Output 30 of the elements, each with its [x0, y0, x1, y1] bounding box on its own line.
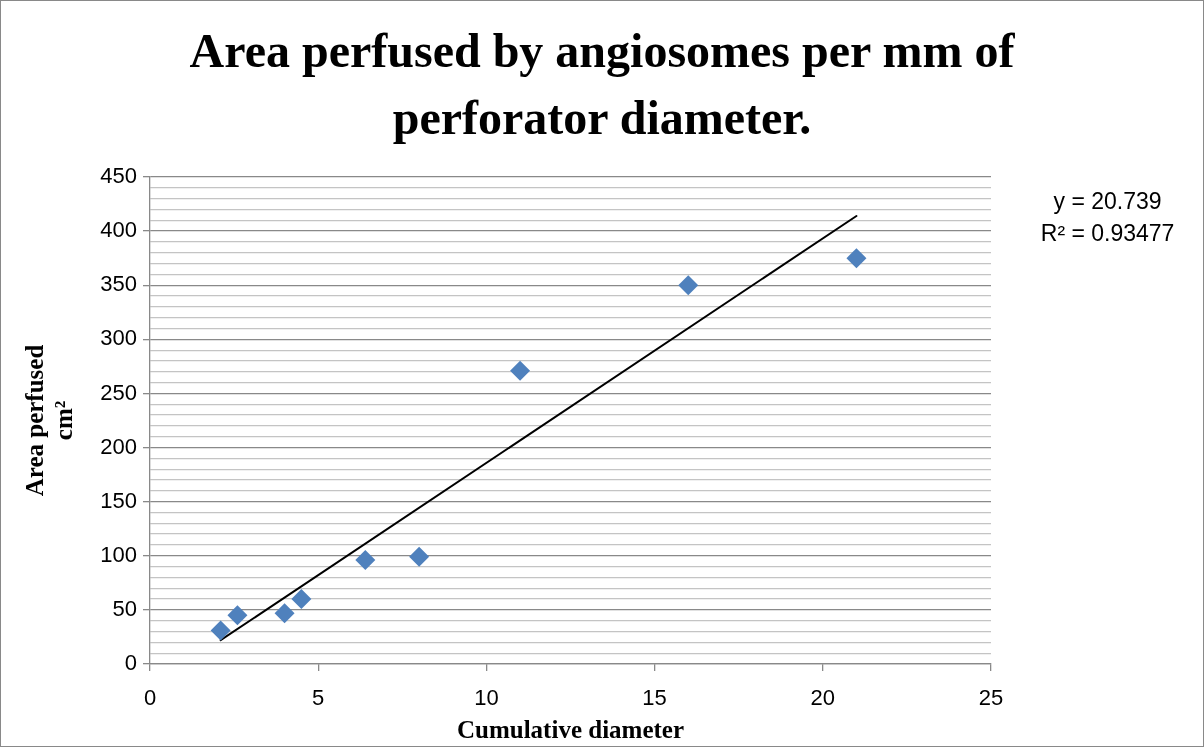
point [355, 550, 376, 571]
y-tick-label: 50 [112, 595, 137, 621]
point [678, 275, 699, 296]
y-tick-label: 250 [100, 379, 137, 405]
point [227, 605, 248, 626]
x-tick-label: 10 [474, 685, 499, 711]
y-tick-label: 300 [100, 325, 137, 351]
x-tick-label: 20 [810, 685, 836, 711]
y-tick-label: 400 [100, 217, 137, 243]
y-axis-title: Area perfused cm² [20, 344, 77, 497]
y-tick-label: 100 [100, 541, 137, 567]
y-tick-label: 150 [100, 487, 137, 513]
y-tick-label: 200 [100, 433, 137, 459]
point [846, 248, 867, 269]
y-tick-label: 450 [100, 163, 137, 189]
x-tick-label: 15 [642, 685, 667, 711]
point [210, 620, 231, 641]
y-tick-label: 350 [100, 271, 137, 297]
point [291, 589, 312, 610]
text: R² = 0.93477 [1040, 220, 1175, 247]
x-tick-label: 0 [143, 685, 157, 711]
y-tick-label: 0 [124, 650, 137, 676]
x-tick-label: 5 [312, 685, 325, 711]
x-axis-title: Cumulative diameter [456, 716, 685, 744]
point [274, 603, 295, 624]
point [510, 360, 531, 381]
x-tick-label: 25 [978, 685, 1004, 711]
text: y = 20.739 [1053, 188, 1162, 215]
chart-title: Area perfused by angiosomes per mm of perforator diameter. [189, 24, 1016, 145]
point [409, 546, 430, 567]
